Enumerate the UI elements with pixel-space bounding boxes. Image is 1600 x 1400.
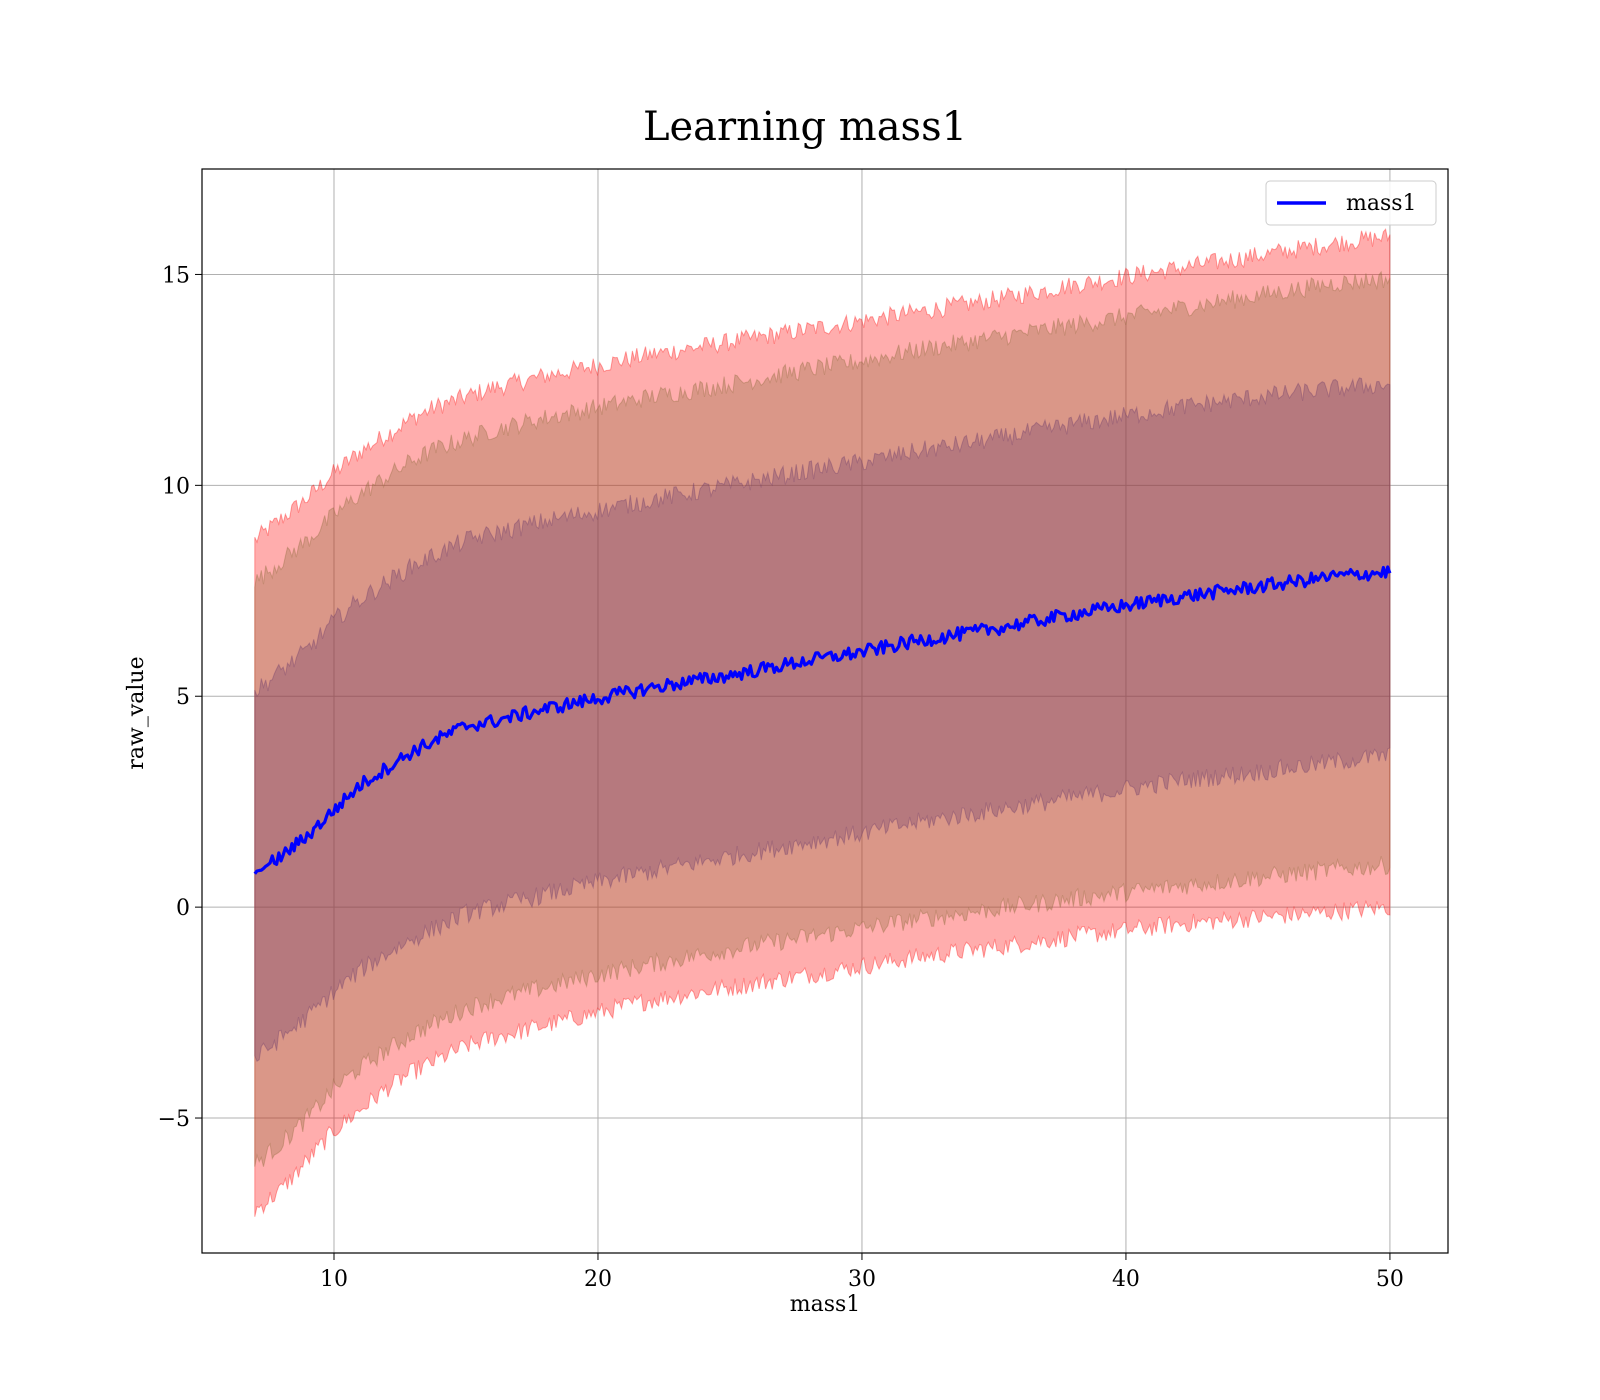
- y-tick-label-0: −5: [158, 1107, 190, 1132]
- y-tick-label-3: 10: [162, 474, 190, 499]
- y-tick-label-4: 15: [162, 263, 190, 288]
- x-tick-label-1: 20: [584, 1267, 612, 1292]
- chart-title: Learning mass1: [643, 104, 967, 150]
- band-0: [254, 228, 1391, 1217]
- x-ticks: 10 20 30 40 50: [320, 1253, 1404, 1292]
- y-tick-label-1: 0: [176, 896, 190, 921]
- plot-frame: [201, 168, 1449, 1254]
- x-tick-label-3: 40: [1112, 1267, 1140, 1292]
- grid: [202, 169, 1448, 1253]
- legend-frame: [1265, 180, 1437, 226]
- y-tick-label-2: 5: [176, 685, 190, 710]
- lines: [253, 565, 1392, 875]
- band-1: [254, 270, 1391, 1167]
- x-axis-label: mass1: [790, 1292, 861, 1317]
- x-tick-label-2: 30: [848, 1267, 876, 1292]
- bands: [254, 228, 1391, 1217]
- y-ticks: −5 0 5 10 15: [158, 263, 202, 1132]
- y-axis-label: raw_value: [124, 656, 149, 769]
- band-2: [254, 377, 1391, 1062]
- legend-entry-mass1: mass1: [1346, 191, 1417, 216]
- series-line-mass1: [253, 565, 1392, 875]
- x-tick-label-0: 10: [320, 1267, 348, 1292]
- legend: mass1: [1265, 180, 1437, 226]
- x-tick-label-4: 50: [1376, 1267, 1404, 1292]
